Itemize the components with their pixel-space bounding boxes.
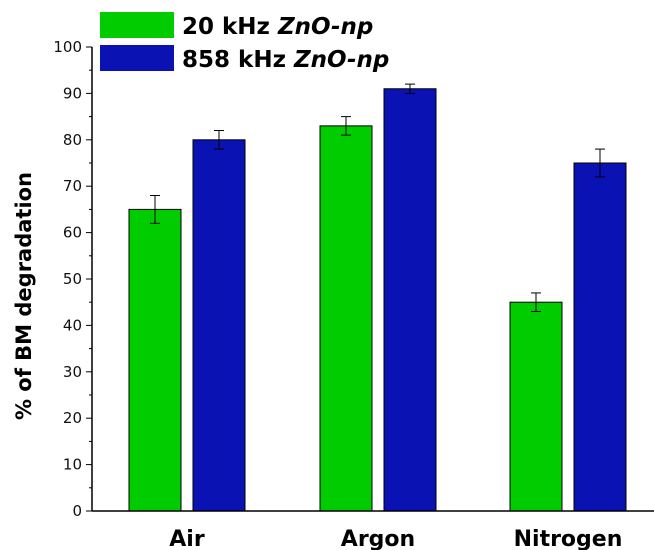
y-tick-label: 40 [63, 316, 82, 334]
axes: 0 10 20 30 40 50 60 70 80 90 100 Air Argon Nitrogen [53, 38, 654, 550]
y-tick-label: 70 [63, 177, 82, 195]
error-bar-series0-argon [341, 116, 351, 136]
legend: 20 kHz ZnO-np 858 kHz ZnO-np [100, 12, 389, 73]
chart-marks [128, 83, 627, 512]
error-bar-series1-argon [405, 83, 415, 94]
legend-label-20khz: 20 kHz ZnO-np [182, 14, 373, 40]
bar-series1-argon [383, 88, 437, 512]
y-tick-label: 60 [63, 224, 82, 242]
y-tick-label: 0 [72, 502, 82, 520]
y-tick-label: 100 [53, 38, 82, 56]
bar-series0-air [128, 208, 182, 512]
error-bar-series0-nitrogen [531, 292, 541, 312]
x-category-label-nitrogen: Nitrogen [514, 527, 623, 550]
legend-label-858khz: 858 kHz ZnO-np [182, 47, 389, 73]
x-category-label-air: Air [169, 527, 205, 550]
y-tick-label: 30 [63, 363, 82, 381]
y-tick-label: 80 [63, 131, 82, 149]
legend-swatch-858khz [100, 45, 174, 71]
bar-series1-air [192, 139, 246, 512]
y-tick-label: 20 [63, 409, 82, 427]
bar-series1-nitrogen [573, 162, 627, 512]
legend-swatch-20khz [100, 12, 174, 38]
y-axis-label: % of BM degradation [12, 172, 36, 420]
error-bar-series1-nitrogen [595, 148, 605, 178]
error-bar-series0-air [150, 194, 160, 224]
bar-series0-nitrogen [509, 301, 563, 512]
error-bar-series1-air [214, 130, 224, 150]
bar-series0-argon [319, 125, 373, 512]
y-tick-label: 90 [63, 84, 82, 102]
y-tick-label: 10 [63, 456, 82, 474]
x-category-label-argon: Argon [341, 527, 415, 550]
y-tick-label: 50 [63, 270, 82, 288]
